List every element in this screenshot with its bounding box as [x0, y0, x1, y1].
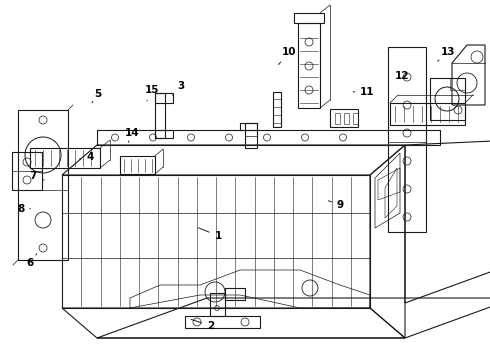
Text: 5: 5 — [92, 89, 101, 103]
Text: 7: 7 — [29, 171, 44, 181]
Text: 12: 12 — [394, 71, 409, 81]
Text: 15: 15 — [145, 85, 159, 101]
Text: 3: 3 — [172, 81, 185, 95]
Text: 13: 13 — [438, 47, 456, 61]
Text: 2: 2 — [191, 319, 214, 331]
Text: 9: 9 — [328, 200, 344, 210]
Text: 4: 4 — [79, 152, 95, 162]
Text: 8: 8 — [17, 204, 30, 214]
Text: 11: 11 — [353, 87, 375, 97]
Text: 1: 1 — [198, 228, 221, 241]
Text: 10: 10 — [279, 47, 296, 64]
Text: 6: 6 — [27, 254, 37, 268]
Text: 14: 14 — [125, 128, 140, 142]
